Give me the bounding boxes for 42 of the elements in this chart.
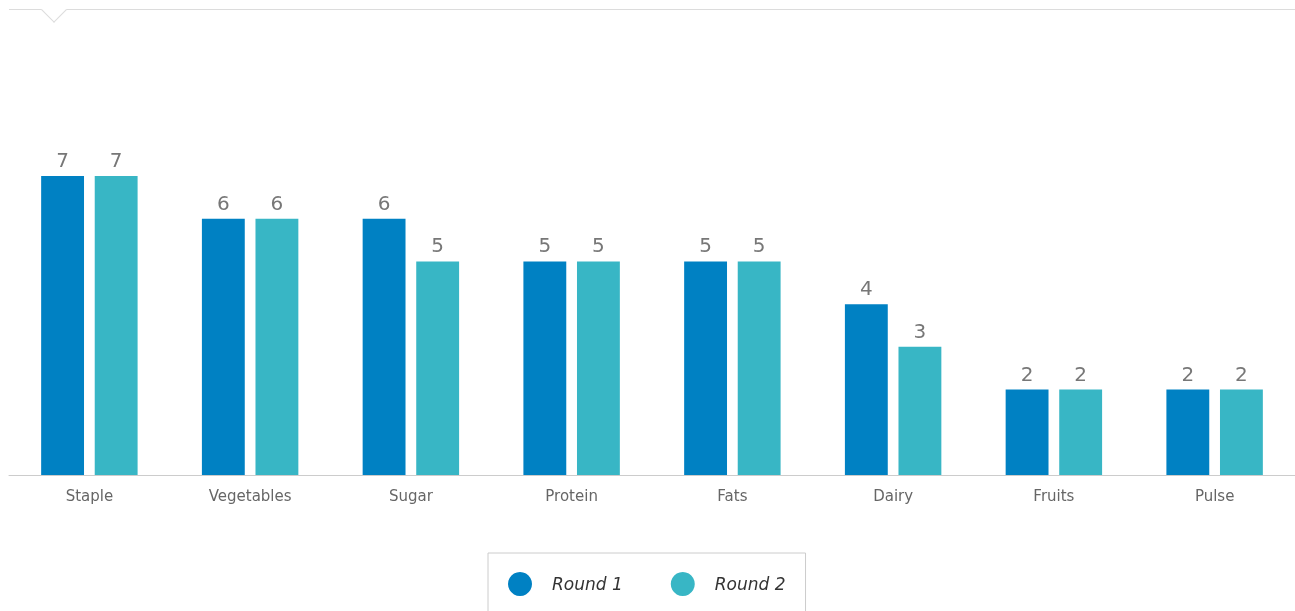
x-tick-label: Vegetables	[208, 486, 292, 505]
data-label: 5	[699, 233, 712, 258]
bar	[1005, 389, 1049, 475]
data-label: 2	[1074, 361, 1088, 386]
data-label: 4	[859, 276, 873, 301]
x-tick-label: Sugar	[388, 486, 434, 505]
bar	[362, 218, 406, 475]
bar	[1166, 389, 1210, 475]
bar	[684, 261, 728, 475]
x-tick-label: Pulse	[1194, 486, 1235, 505]
bar	[41, 176, 85, 475]
data-label: 6	[216, 190, 230, 215]
x-tick-label: Fruits	[1033, 486, 1075, 505]
bar	[523, 261, 567, 475]
data-label: 5	[431, 233, 445, 258]
data-label: 2	[1235, 361, 1248, 386]
x-tick-label: Fats	[717, 486, 748, 505]
x-tick-label: Protein	[545, 486, 598, 505]
data-label: 5	[752, 233, 766, 258]
data-label: 7	[56, 148, 69, 172]
x-tick-label: Staple	[65, 486, 114, 505]
bar	[255, 218, 299, 475]
data-label: 5	[538, 233, 552, 258]
data-label: 3	[913, 318, 927, 343]
data-label: 6	[270, 190, 284, 215]
data-label: 2	[1181, 361, 1195, 386]
bar	[576, 261, 620, 475]
bar	[898, 346, 942, 475]
bar	[94, 176, 138, 475]
bar	[416, 261, 460, 475]
bar	[737, 261, 781, 475]
data-label: 6	[377, 190, 391, 215]
legend-label: Round 1	[552, 574, 623, 594]
bar	[1219, 389, 1263, 475]
bar	[1059, 389, 1103, 475]
data-label: 5	[592, 233, 605, 258]
data-label: 7	[109, 148, 123, 172]
data-label: 2	[1020, 361, 1034, 386]
x-tick-label: Dairy	[873, 486, 914, 505]
bar	[201, 218, 245, 475]
bar	[844, 304, 888, 475]
legend-label: Round 2	[714, 574, 786, 594]
